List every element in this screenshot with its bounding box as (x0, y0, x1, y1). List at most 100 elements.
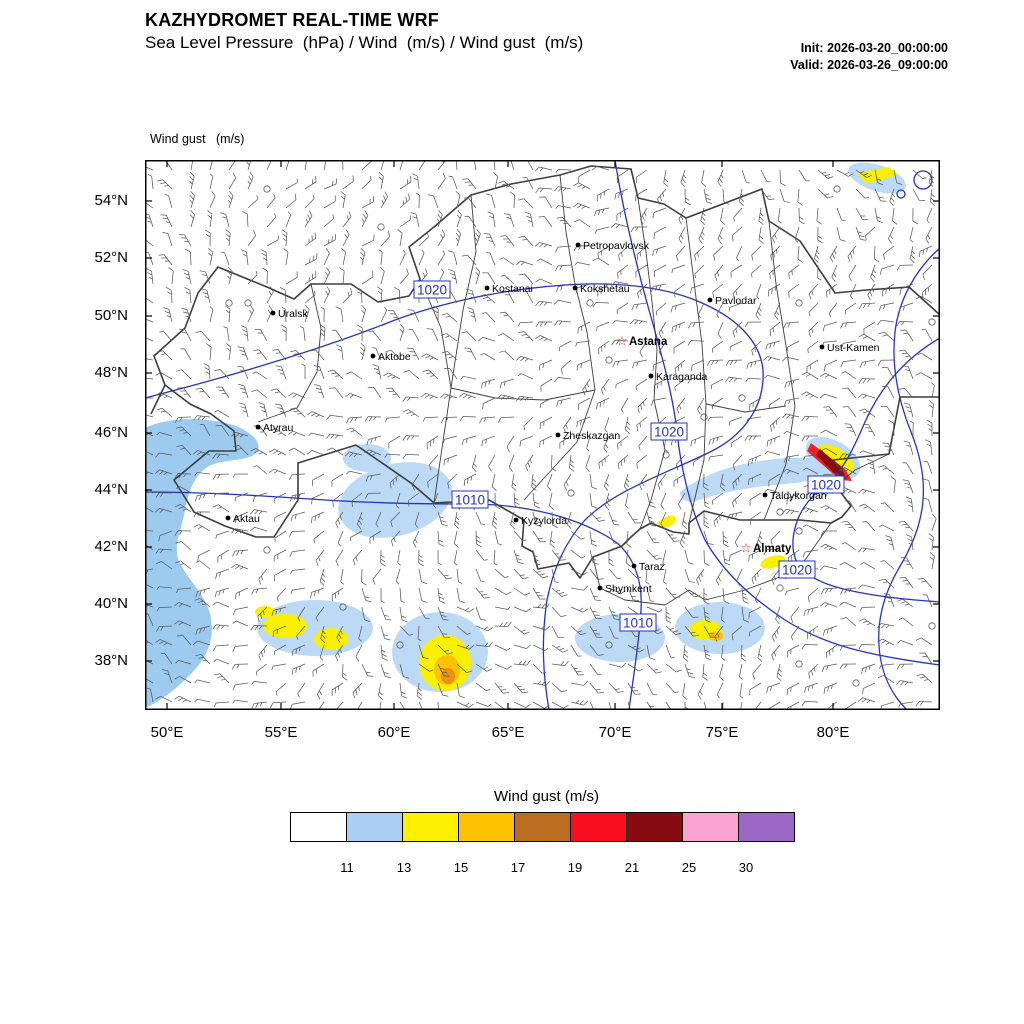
wind-barb-icon (839, 601, 857, 608)
wind-barb-icon (304, 210, 313, 228)
wind-barb-icon (763, 549, 781, 555)
wind-barb-icon (441, 350, 458, 361)
wind-barb-icon (684, 549, 694, 565)
wind-barb-icon (145, 295, 154, 304)
wind-barb-icon (426, 328, 439, 342)
wind-barb-icon (922, 478, 933, 494)
wind-barb-icon (500, 274, 515, 285)
wind-barb-icon (603, 435, 610, 453)
wind-barb-icon (251, 680, 268, 685)
page-title: KAZHYDROMET REAL-TIME WRF (145, 10, 439, 30)
wind-barb-icon (551, 587, 568, 597)
wind-barb-icon (326, 433, 344, 439)
contour-label-box (650, 422, 688, 441)
wind-barb-icon (475, 511, 486, 525)
wind-barb-icon (180, 348, 192, 361)
wind-barb-icon (627, 587, 639, 602)
wind-barb-icon (440, 333, 458, 342)
wind-barb-icon (508, 454, 515, 472)
wind-barb-icon (414, 511, 420, 528)
wind-barb-icon (797, 188, 803, 206)
wind-barb-icon (369, 530, 382, 544)
wind-barb-icon (903, 402, 914, 418)
wind-barb-icon (235, 587, 249, 600)
wind-barb-icon (919, 652, 933, 665)
wind-barb-icon (898, 701, 914, 708)
wind-barb-icon (437, 511, 448, 527)
valid-time: Valid: 2026-03-26_09:00:00 (790, 58, 948, 72)
admin-border (685, 217, 707, 524)
wind-barb-icon (407, 347, 420, 361)
wind-barb-icon (155, 639, 173, 646)
wind-barb-icon (179, 328, 192, 342)
wind-barb-icon (650, 283, 667, 293)
wind-barb-icon (687, 378, 705, 384)
wind-barb-icon (879, 663, 895, 670)
wind-barb-icon (788, 264, 800, 279)
city-dot-icon (762, 492, 768, 498)
wind-barb-icon (840, 617, 857, 627)
wind-barb-icon (861, 663, 876, 675)
wind-barb-icon (475, 530, 482, 548)
colorbar-tick-label: 11 (340, 860, 354, 875)
wind-barb-icon (731, 226, 743, 242)
wind-barb-icon (665, 625, 682, 636)
wind-barb-icon (784, 378, 800, 389)
wind-barb-icon (194, 472, 211, 476)
calm-circle-icon (263, 185, 271, 193)
wind-barb-icon (230, 432, 249, 438)
wind-barb-icon (491, 473, 497, 491)
wind-barb-icon (917, 577, 933, 589)
wind-barb-icon (858, 618, 876, 627)
wind-barb-icon (475, 549, 489, 561)
wind-barb-icon (513, 587, 531, 596)
wind-barb-icon (569, 454, 575, 472)
wind-barb-icon (313, 530, 325, 544)
wind-barb-icon (232, 606, 249, 616)
wind-barb-icon (464, 347, 477, 361)
wind-barb-icon (902, 365, 914, 380)
wind-barb-icon (630, 226, 647, 233)
wind-barb-icon (738, 663, 743, 680)
wind-barb-icon (288, 430, 306, 437)
wind-barb-icon (676, 397, 686, 414)
wind-barb-icon (145, 448, 154, 456)
wind-barb-icon (158, 254, 173, 266)
wind-barb-icon (155, 372, 173, 380)
wind-barb-icon (304, 290, 316, 304)
wind-barb-icon (361, 304, 367, 323)
wind-barb-icon (402, 409, 420, 418)
wind-barb-icon (646, 587, 655, 603)
wind-barb-icon (674, 378, 686, 392)
wind-barb-icon (365, 473, 382, 482)
wind-barb-icon (859, 606, 876, 612)
wind-barb-icon (915, 372, 933, 380)
wind-barb-icon (513, 701, 531, 708)
wind-barb-icon (829, 245, 838, 263)
wind-barb-icon (436, 210, 443, 228)
wind-barb-icon (694, 245, 705, 261)
wind-barb-icon (589, 663, 602, 675)
wind-barb-icon (274, 644, 287, 656)
wind-barb-icon (412, 530, 420, 548)
wind-barb-icon (323, 233, 337, 247)
wind-barb-icon (710, 378, 724, 390)
wind-barb-icon (539, 435, 553, 448)
wind-barb-icon (638, 435, 648, 450)
wind-barb-icon (194, 679, 211, 684)
wind-barb-icon (335, 644, 344, 662)
wind-barb-icon (928, 533, 934, 551)
wind-barb-icon (862, 424, 876, 437)
wind-barb-icon (212, 504, 230, 513)
city-label: Kokshetau (580, 283, 630, 295)
wind-barb-icon (448, 250, 458, 266)
calm-circle-icon (852, 679, 860, 687)
wind-barb-icon (682, 511, 687, 529)
wind-barb-icon (841, 371, 857, 380)
wind-barb-icon (356, 286, 363, 304)
wind-barb-icon (751, 245, 762, 261)
wind-barb-icon (850, 283, 857, 300)
wind-barb-icon (439, 393, 458, 400)
wind-barb-icon (897, 640, 914, 646)
wind-barb-icon (389, 473, 401, 489)
